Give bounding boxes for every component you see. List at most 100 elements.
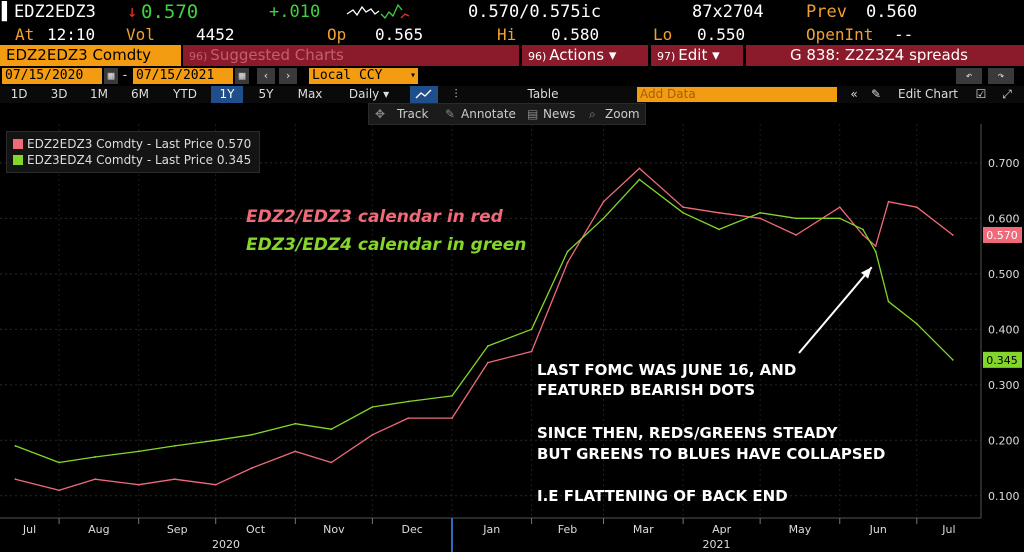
period-bar: 1D 3D 1M 6M YTD 1Y 5Y Max Daily ▾ ⫶ Tabl… bbox=[0, 86, 1024, 103]
x-tick-label: May bbox=[789, 523, 812, 536]
data-point bbox=[566, 261, 569, 264]
data-point bbox=[14, 444, 17, 447]
bid-ask: 0.570/0.575ic bbox=[468, 2, 602, 22]
x-tick-label: Jun bbox=[869, 523, 887, 536]
track-button[interactable]: Track bbox=[397, 107, 429, 121]
data-point bbox=[887, 200, 890, 203]
x-tick-label: Nov bbox=[323, 523, 345, 536]
redo-icon[interactable]: ↷ bbox=[988, 68, 1014, 84]
data-point bbox=[214, 483, 217, 486]
period-1y[interactable]: 1Y bbox=[211, 86, 243, 103]
data-point bbox=[795, 234, 797, 236]
undo-icon[interactable]: ↶ bbox=[956, 68, 982, 84]
period-ytd[interactable]: YTD bbox=[173, 87, 197, 101]
data-point bbox=[951, 234, 954, 236]
legend-last-green: 0.345 bbox=[216, 153, 252, 167]
end-date-input[interactable]: 07/15/2021 bbox=[133, 68, 233, 84]
suggested-charts-number: 96) bbox=[189, 50, 208, 63]
data-point bbox=[371, 433, 374, 436]
data-point bbox=[451, 395, 453, 397]
legend-item-green[interactable]: EDZ3EDZ4 Comdty - Last Price 0.345 bbox=[13, 153, 251, 167]
next-period-icon[interactable]: › bbox=[279, 68, 297, 84]
news-icon: ▤ bbox=[527, 107, 539, 121]
start-date-input[interactable]: 07/15/2020 bbox=[2, 68, 102, 84]
data-point bbox=[718, 211, 720, 214]
data-point bbox=[718, 228, 720, 231]
low-value: 0.550 bbox=[697, 25, 746, 44]
plot-background bbox=[0, 124, 981, 518]
actions-label: Actions ▾ bbox=[549, 46, 617, 64]
note-line-2: FEATURED BEARISH DOTS bbox=[537, 381, 756, 399]
open-label: Op bbox=[327, 25, 347, 44]
y-tick-label: 0.100 bbox=[988, 490, 1020, 503]
prev-period-icon[interactable]: ‹ bbox=[257, 68, 275, 84]
data-point bbox=[638, 167, 641, 170]
year-label: 2021 bbox=[702, 538, 730, 551]
security-field[interactable]: EDZ2EDZ3 Comdty bbox=[0, 45, 181, 66]
annotate-icon: ✎ bbox=[445, 107, 456, 121]
date-separator: - bbox=[121, 68, 129, 83]
data-point bbox=[451, 417, 453, 420]
high-value: 0.580 bbox=[551, 25, 600, 44]
last-price-tag bbox=[983, 226, 1022, 243]
table-button[interactable]: Table bbox=[527, 87, 559, 101]
chart-toolbar: ✥ Track ✎ Annotate ▤ News ⌕ Zoom bbox=[368, 103, 646, 125]
data-point bbox=[94, 456, 96, 458]
suggested-charts-button[interactable]: 96) Suggested Charts bbox=[183, 45, 519, 66]
change-arrow-icon: ↓ bbox=[127, 2, 138, 22]
toolbar-grip-icon: ✥ bbox=[375, 107, 386, 121]
data-point bbox=[214, 439, 217, 442]
period-5y[interactable]: 5Y bbox=[258, 87, 274, 101]
time: 12:10 bbox=[47, 25, 96, 44]
period-3d[interactable]: 3D bbox=[50, 87, 68, 101]
edit-chart-button[interactable]: Edit Chart bbox=[897, 87, 959, 101]
end-calendar-icon[interactable]: ▦ bbox=[235, 68, 249, 84]
legend-swatch-green bbox=[13, 155, 23, 165]
prev-value: 0.560 bbox=[866, 2, 918, 22]
data-point bbox=[294, 422, 297, 425]
data-point bbox=[915, 206, 918, 209]
data-point bbox=[137, 483, 140, 486]
y-tick-label: 0.200 bbox=[988, 434, 1020, 447]
annotate-button[interactable]: Annotate bbox=[461, 107, 516, 121]
period-6m[interactable]: 6M bbox=[131, 87, 149, 101]
line-chart-icon[interactable] bbox=[410, 86, 438, 103]
data-point bbox=[250, 433, 253, 436]
data-point bbox=[530, 328, 533, 331]
legend-item-red[interactable]: EDZ2EDZ3 Comdty - Last Price 0.570 bbox=[13, 137, 251, 151]
currency-select[interactable]: Local CCY ▾ bbox=[309, 68, 418, 84]
chevron-down-icon: ▾ bbox=[409, 70, 416, 81]
pencil-icon[interactable]: ✎ bbox=[870, 87, 882, 101]
expand-icon[interactable]: ⤢ bbox=[1002, 87, 1012, 101]
edit-menu[interactable]: 97) Edit ▾ bbox=[651, 45, 743, 66]
frequency-select[interactable]: Daily ▾ bbox=[348, 87, 390, 101]
data-point bbox=[915, 322, 918, 325]
data-point bbox=[682, 206, 685, 209]
zoom-button[interactable]: Zoom bbox=[605, 107, 640, 121]
sparkline-icon bbox=[346, 3, 410, 20]
ohlc-icon[interactable]: ⫶ bbox=[454, 87, 458, 101]
start-calendar-icon[interactable]: ▦ bbox=[104, 68, 118, 84]
period-1d[interactable]: 1D bbox=[10, 87, 28, 101]
x-tick-label: Sep bbox=[167, 523, 188, 536]
green-caption: EDZ3/EDZ4 calendar in green bbox=[246, 235, 527, 255]
period-max[interactable]: Max bbox=[297, 87, 323, 101]
menu-bar: EDZ2EDZ3 Comdty 96) Suggested Charts 96) A… bbox=[0, 45, 1024, 66]
add-data-input[interactable]: Add Data bbox=[637, 87, 837, 102]
period-1m[interactable]: 1M bbox=[90, 87, 108, 101]
edit-chart-icon[interactable]: ☑ bbox=[975, 87, 987, 101]
actions-menu[interactable]: 96) Actions ▾ bbox=[522, 45, 648, 66]
x-tick-label: Oct bbox=[246, 523, 266, 536]
collapse-icon[interactable]: « bbox=[850, 87, 858, 101]
data-point bbox=[58, 489, 60, 492]
data-point bbox=[407, 400, 410, 403]
news-button[interactable]: News bbox=[543, 107, 576, 121]
y-tick-label: 0.500 bbox=[988, 268, 1020, 281]
vol-label: Vol bbox=[126, 25, 155, 44]
data-point bbox=[173, 444, 176, 447]
quote-row-1: ▌ EDZ2EDZ3 ↓ 0.570 +.010 0.570/0.575ic 8… bbox=[0, 0, 1024, 24]
vol-value: 4452 bbox=[196, 25, 235, 44]
data-point bbox=[838, 217, 841, 220]
